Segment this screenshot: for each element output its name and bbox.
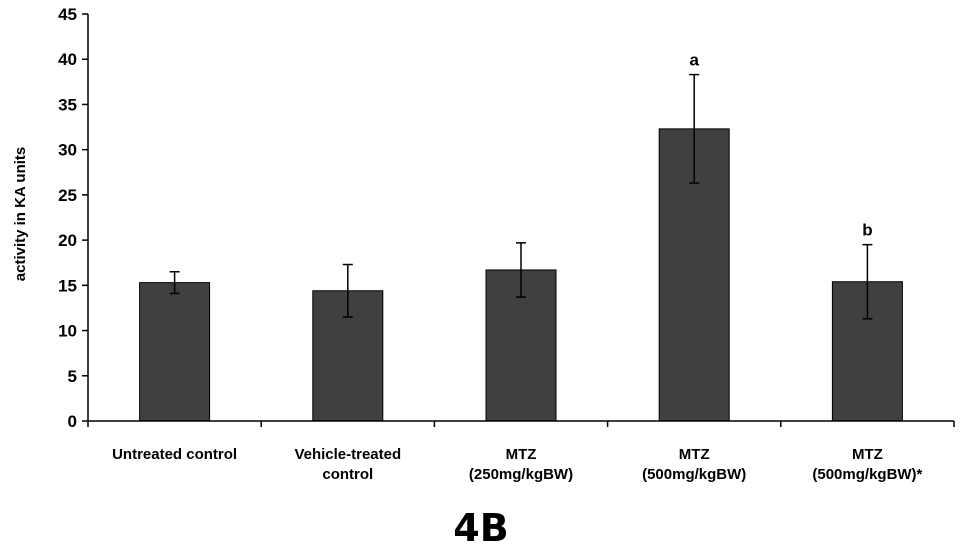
x-axis: Untreated control Vehicle-treated control M… xyxy=(87,420,955,483)
x-tick-label: control xyxy=(322,466,373,483)
x-tick-label: (250mg/kgBW) xyxy=(469,466,573,483)
y-tick-label: 0 xyxy=(68,412,77,431)
x-tick-label: MTZ xyxy=(679,446,710,463)
x-tick-label: (500mg/kgBW) xyxy=(642,466,746,483)
y-axis: 0 5 10 15 20 25 30 35 40 45 xyxy=(58,5,89,431)
y-tick-label: 25 xyxy=(58,186,77,205)
y-tick-label: 30 xyxy=(58,141,77,160)
y-tick-label: 20 xyxy=(58,231,77,250)
bars: ab xyxy=(139,51,903,422)
x-tick-label: MTZ xyxy=(852,446,883,463)
x-tick-label: (500mg/kgBW)* xyxy=(812,466,922,483)
y-tick-label: 10 xyxy=(58,322,77,341)
significance-annotation: b xyxy=(862,221,872,240)
y-axis-label: activity in KA units xyxy=(12,147,29,281)
y-tick-label: 5 xyxy=(68,367,77,386)
y-tick-label: 15 xyxy=(58,276,77,295)
panel-label: 4B xyxy=(453,506,509,550)
y-tick-label: 45 xyxy=(58,5,77,24)
bar xyxy=(139,282,211,422)
y-tick-label: 40 xyxy=(58,50,77,69)
y-tick-label: 35 xyxy=(58,95,77,114)
significance-annotation: a xyxy=(689,51,699,70)
x-tick-label: Vehicle-treated xyxy=(294,446,401,463)
x-tick-label: MTZ xyxy=(506,446,537,463)
x-tick-label: Untreated control xyxy=(112,446,237,463)
